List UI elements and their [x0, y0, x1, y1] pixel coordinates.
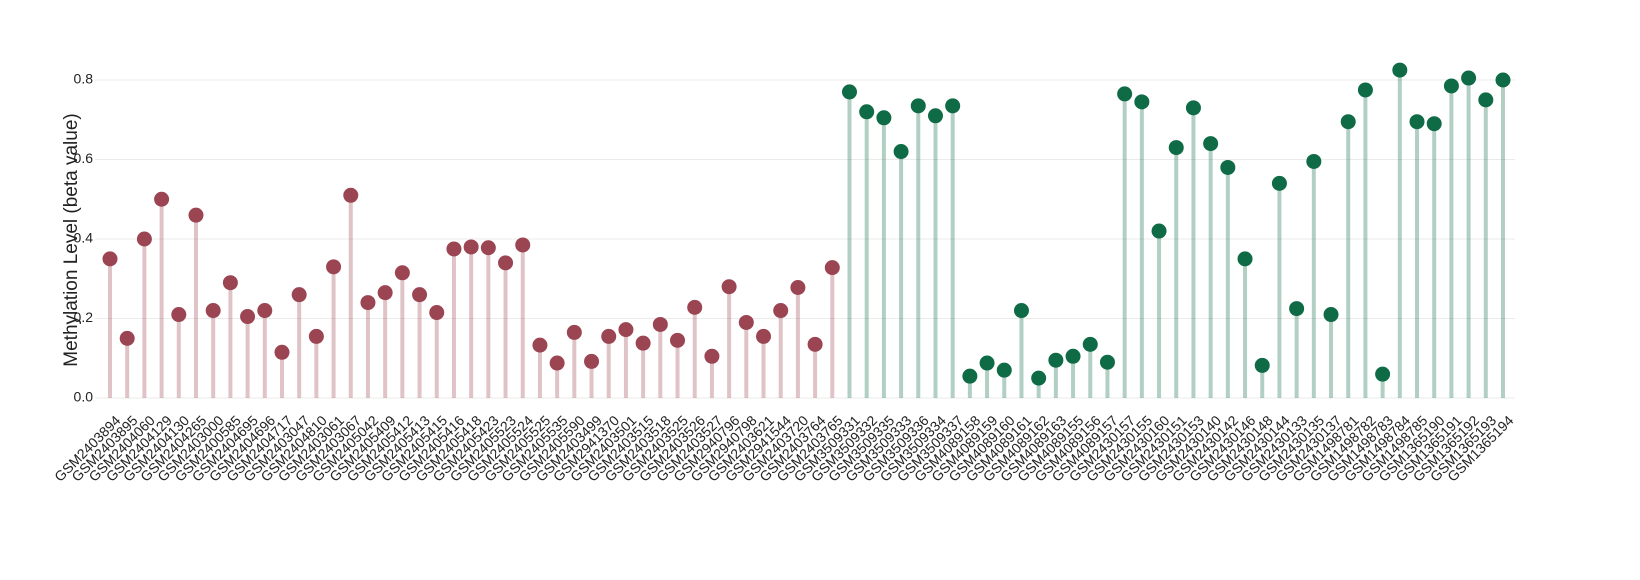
dot [1134, 94, 1150, 110]
dot [394, 265, 410, 281]
dot [687, 299, 703, 315]
dot [412, 287, 428, 303]
dot [824, 260, 840, 276]
dot [1289, 301, 1305, 317]
dot [807, 336, 823, 352]
dot [1099, 354, 1115, 370]
dot [343, 187, 359, 203]
dot [945, 98, 961, 114]
dot [1392, 62, 1408, 78]
dot [480, 240, 496, 256]
dot [910, 98, 926, 114]
dot [171, 307, 187, 323]
dot [102, 251, 118, 267]
dot [205, 303, 221, 319]
dot [1065, 348, 1081, 364]
dot [566, 324, 582, 340]
dot [222, 275, 238, 291]
dot [1271, 175, 1287, 191]
dot [1461, 70, 1477, 86]
dot [188, 207, 204, 223]
dot [463, 239, 479, 255]
dot [257, 303, 273, 319]
dot [429, 305, 445, 321]
dot [1168, 140, 1184, 156]
dot [652, 316, 668, 332]
y-tick-label: 0.0 [74, 389, 94, 405]
dot [1495, 72, 1511, 88]
dot [240, 309, 256, 325]
dot [721, 279, 737, 295]
dot [1478, 92, 1494, 108]
dot [996, 362, 1012, 378]
dot [1031, 370, 1047, 386]
dot [704, 348, 720, 364]
dot [1117, 86, 1133, 102]
dot [635, 335, 651, 351]
dot [601, 328, 617, 344]
dot [1357, 82, 1373, 98]
dot [532, 337, 548, 353]
y-tick-label: 0.8 [74, 71, 94, 87]
dot [1082, 336, 1098, 352]
dot [515, 237, 531, 253]
dot [979, 355, 995, 371]
dot [876, 110, 892, 126]
dot [274, 344, 290, 360]
dot [1375, 366, 1391, 382]
dot [670, 332, 686, 348]
dot [1237, 251, 1253, 267]
dot [377, 285, 393, 301]
dot [738, 314, 754, 330]
dot [360, 295, 376, 311]
dot [326, 259, 342, 275]
dot [756, 328, 772, 344]
dot [790, 279, 806, 295]
y-tick-label: 0.2 [74, 309, 94, 325]
dot [136, 231, 152, 247]
dot [308, 328, 324, 344]
dot [549, 355, 565, 371]
dot [927, 108, 943, 124]
dot [1426, 116, 1442, 132]
dot [119, 330, 135, 346]
dot [1203, 136, 1219, 152]
dot [1185, 100, 1201, 116]
dot [1220, 159, 1236, 175]
dot [1013, 303, 1029, 319]
dot [584, 353, 600, 369]
dot [1443, 78, 1459, 94]
dot [618, 322, 634, 338]
y-tick-label: 0.4 [74, 230, 94, 246]
dot [446, 241, 462, 257]
dot [962, 368, 978, 384]
dot [841, 84, 857, 100]
dot [1306, 153, 1322, 169]
dot [1254, 357, 1270, 373]
dot [1151, 223, 1167, 239]
y-tick-label: 0.6 [74, 150, 94, 166]
dot [1323, 307, 1339, 323]
dot [1340, 114, 1356, 130]
dot [859, 104, 875, 120]
dot [154, 191, 170, 207]
dot [773, 303, 789, 319]
dot [1409, 114, 1425, 130]
dot [498, 255, 514, 271]
dot [1048, 352, 1064, 368]
dot [893, 144, 909, 160]
dot [291, 287, 307, 303]
y-axis-label: Methylation Level (beta value) [61, 113, 82, 366]
